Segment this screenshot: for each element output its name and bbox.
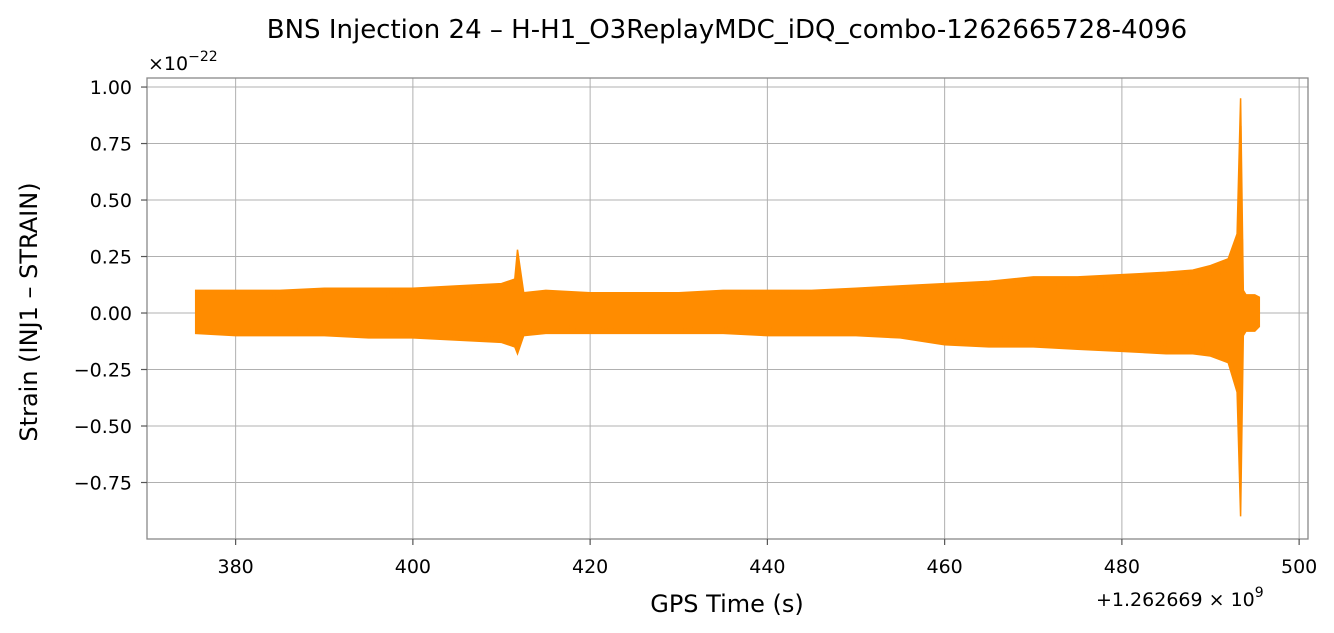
x-tick-label: 480: [1104, 556, 1140, 578]
y-tick-label: 0.50: [90, 190, 132, 212]
x-offset: +1.262669 × 109: [1096, 585, 1264, 611]
y-tick-label: 0.75: [90, 134, 132, 156]
y-tick-label: −0.50: [74, 416, 132, 438]
y-tick-label: 0.00: [90, 303, 132, 325]
y-tick-label: 1.00: [90, 77, 132, 99]
chart-title: BNS Injection 24 – H-H1_O3ReplayMDC_iDQ_…: [267, 15, 1187, 45]
x-tick-label: 460: [927, 556, 963, 578]
x-axis-label: GPS Time (s): [650, 590, 804, 618]
y-tick-label: −0.25: [74, 360, 132, 382]
plot-frame: [146, 77, 1309, 540]
y-tick-label: −0.75: [74, 473, 132, 495]
strain-series: [194, 98, 1261, 517]
strain-trace: [195, 125, 1260, 499]
y-tick-label: 0.25: [90, 247, 132, 269]
x-tick-label: 420: [572, 556, 608, 578]
x-tick-label: 400: [395, 556, 431, 578]
x-tick-label: 500: [1281, 556, 1317, 578]
y-multiplier: ×10−22: [148, 49, 218, 75]
x-tick-label: 440: [749, 556, 785, 578]
ticks: 380 400 420 440 460 480 500 1.00 0.75 0.50 0.25 0.0…: [74, 77, 1318, 578]
x-tick-label: 380: [217, 556, 253, 578]
y-axis-label: Strain (INJ1 – STRAIN): [15, 182, 43, 441]
